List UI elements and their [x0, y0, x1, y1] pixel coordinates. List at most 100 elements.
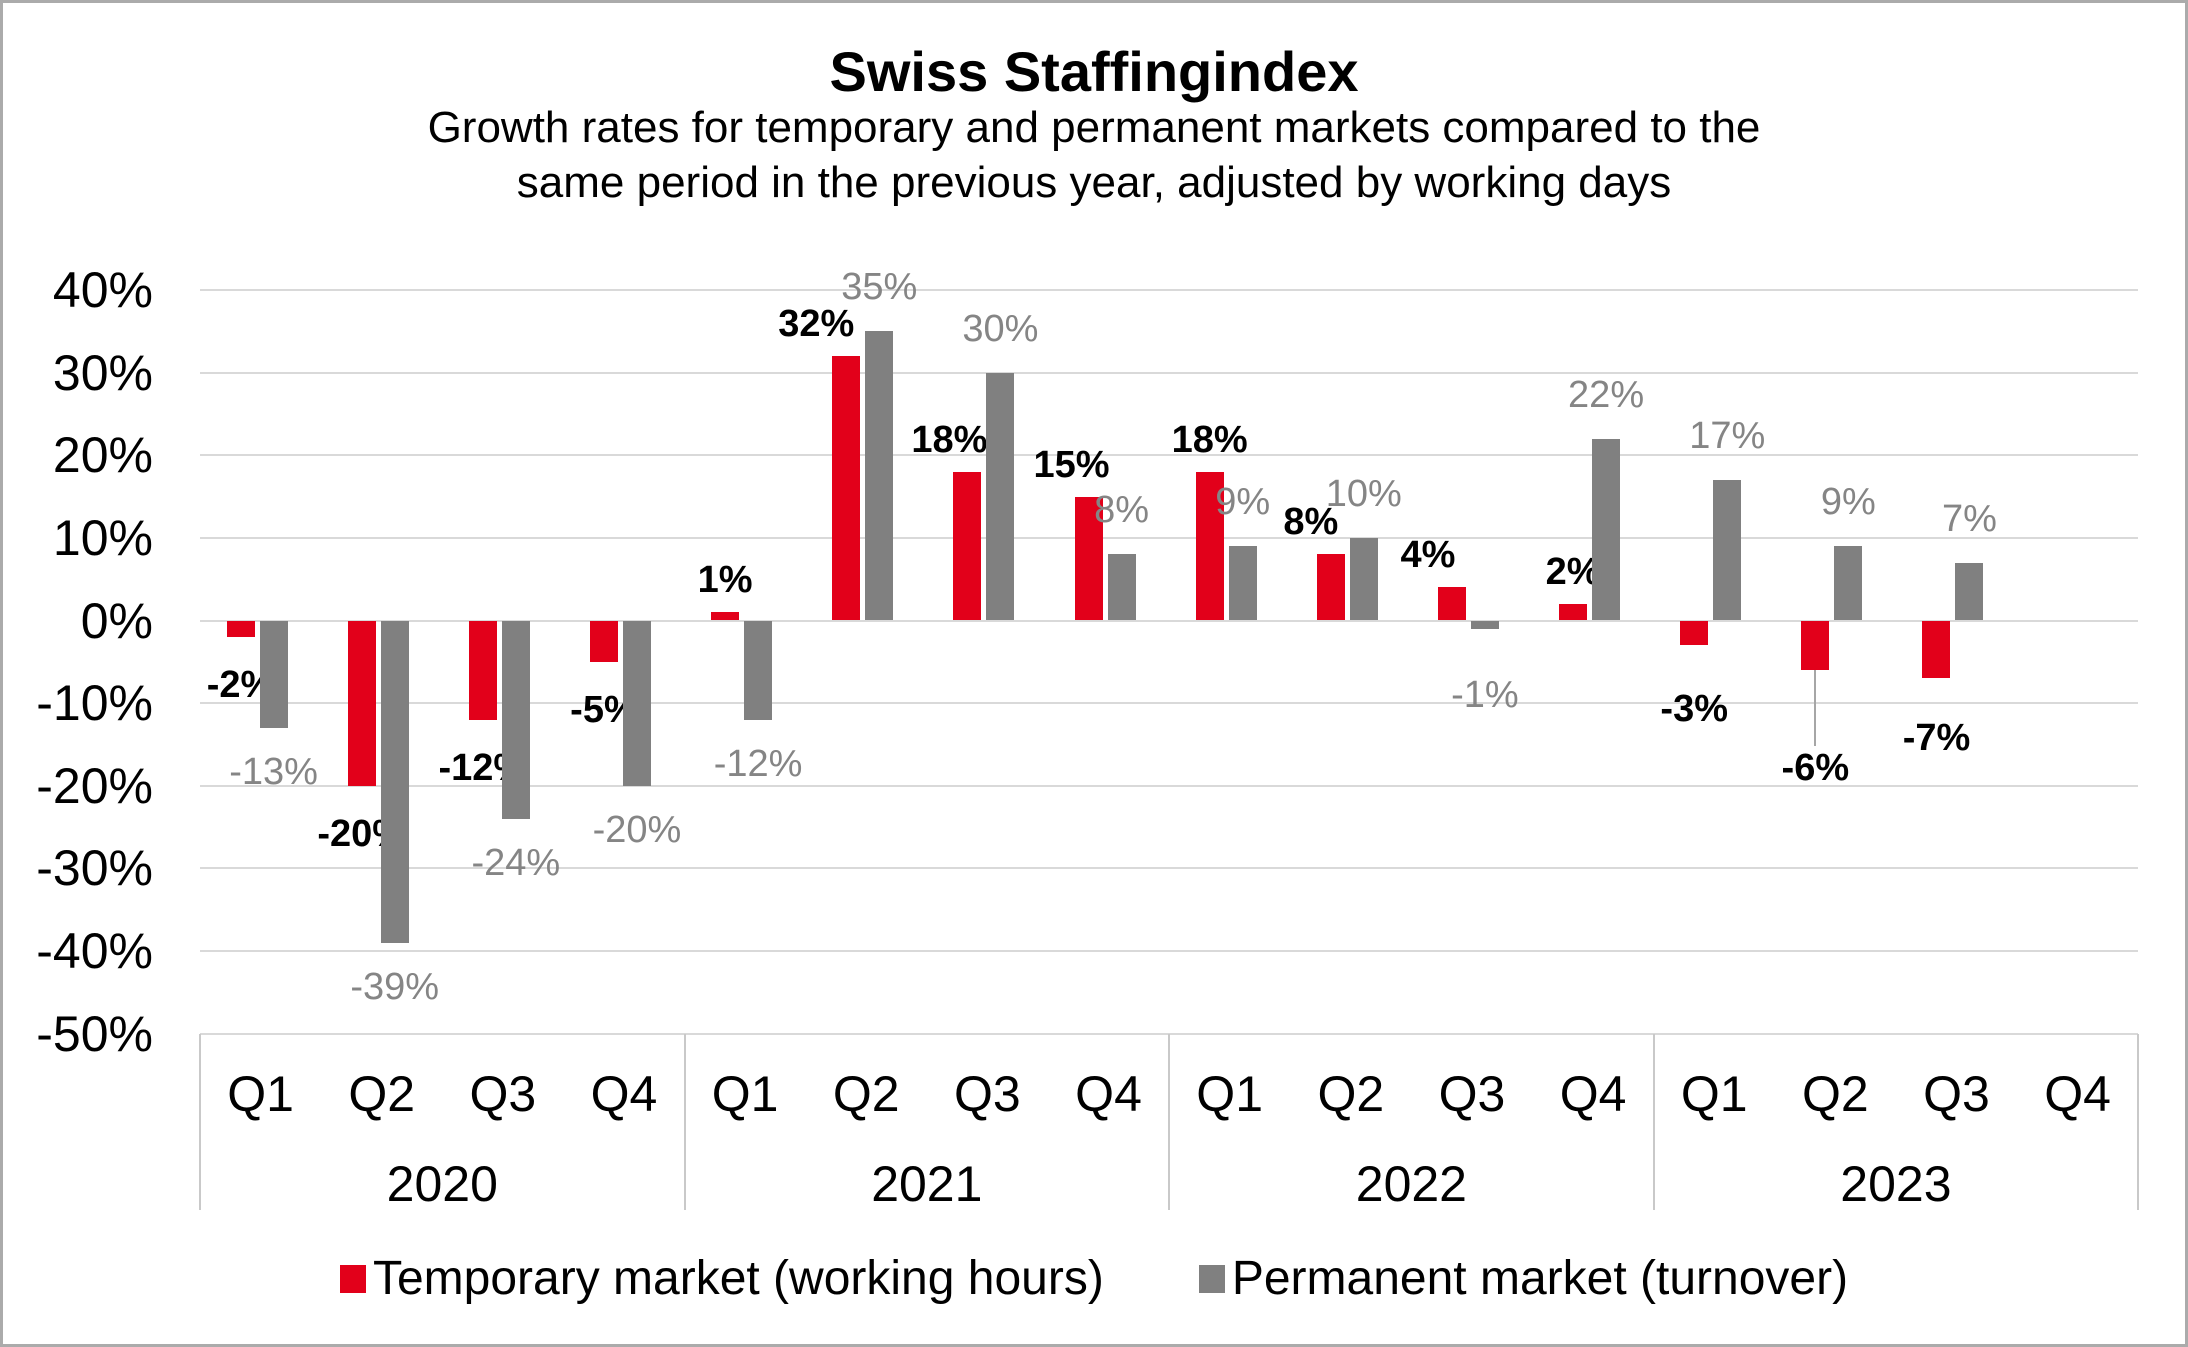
x-axis-quarter-label: Q3: [954, 1066, 1021, 1122]
data-label-temporary: 4%: [1400, 534, 1456, 577]
gridline--10%: [200, 702, 2139, 705]
bar-permanent-market: [1107, 554, 1136, 621]
y-axis-tick-label: 30%: [52, 344, 153, 401]
bar-permanent-market: [1470, 620, 1499, 629]
year-separator: [683, 1033, 686, 1210]
bar-permanent-market: [1592, 438, 1621, 621]
year-separator: [2137, 1033, 2140, 1210]
data-label-permanent: 7%: [1942, 497, 1997, 540]
x-axis-year-label: 2021: [871, 1156, 983, 1212]
legend-label-temporary-market: Temporary market (working hours): [372, 1252, 1104, 1305]
y-axis-tick-label: 40%: [52, 262, 153, 319]
data-label-leader-line: [1814, 670, 1817, 747]
bar-temporary-market: [1922, 620, 1951, 679]
bar-temporary-market: [1195, 471, 1224, 621]
data-label-temporary: -7%: [1902, 717, 1971, 760]
data-label-permanent: 30%: [962, 307, 1039, 350]
plot-area: 40% 30% 20% 10% 0% -10% -20% -30% -40% -50% -2% -20…: [3, 3, 2185, 1344]
x-axis-year-label: 2023: [1840, 1156, 1952, 1212]
bar-permanent-market: [501, 620, 530, 819]
legend-swatch-permanent-icon: [1198, 1265, 1225, 1293]
data-label-permanent: 9%: [1215, 481, 1271, 524]
data-label-temporary: -6%: [1781, 747, 1850, 790]
bar-permanent-market: [986, 372, 1015, 621]
gridline-40%: [200, 289, 2139, 292]
data-label-permanent: 35%: [841, 266, 918, 309]
bar-permanent-market: [1349, 537, 1378, 621]
data-label-permanent: -12%: [713, 742, 803, 785]
bar-permanent-market: [259, 620, 288, 728]
data-label-temporary: 18%: [1171, 418, 1248, 461]
legend-item-permanent-market: Permanent market (turnover): [1198, 1252, 1849, 1305]
data-label-temporary: -3%: [1660, 688, 1729, 731]
legend-swatch-temporary-icon: [339, 1265, 366, 1293]
data-label-temporary: 1%: [697, 559, 753, 602]
y-axis-tick-label: -40%: [36, 922, 153, 979]
gridline-30%: [200, 371, 2139, 374]
gridline-0%: [200, 619, 2139, 622]
legend-item-temporary-market: Temporary market (working hours): [339, 1252, 1104, 1305]
bar-permanent-market: [865, 331, 894, 621]
bar-temporary-market: [711, 612, 740, 621]
x-axis-quarter-label: Q2: [1801, 1066, 1869, 1122]
data-label-temporary: 18%: [911, 418, 988, 461]
x-axis-quarter-label: Q3: [1438, 1066, 1506, 1122]
chart-title: Swiss Staffingindex: [829, 40, 1359, 103]
y-axis-tick-label: 10%: [52, 509, 153, 566]
data-label-temporary: 32%: [778, 303, 855, 346]
x-axis-year-label: 2020: [386, 1156, 498, 1212]
x-axis-quarter-label: Q3: [469, 1066, 537, 1122]
data-label-permanent: -20%: [592, 808, 682, 851]
gridline--20%: [200, 784, 2139, 787]
bar-temporary-market: [832, 356, 861, 621]
x-axis-quarter-label: Q4: [590, 1066, 658, 1122]
data-label-temporary: 15%: [1033, 443, 1110, 486]
data-label-permanent: 17%: [1689, 415, 1766, 458]
bar-temporary-market: [1316, 554, 1345, 621]
bar-temporary-market: [226, 620, 255, 638]
x-axis-quarter-label: Q2: [348, 1066, 416, 1122]
data-label-permanent: -24%: [471, 841, 561, 884]
bar-permanent-market: [1834, 546, 1863, 621]
bar-temporary-market: [1801, 620, 1830, 671]
y-axis-tick-label: -20%: [36, 757, 153, 814]
legend: Temporary market (working hours) Permane…: [3, 1253, 2185, 1305]
data-label-permanent: 8%: [1094, 489, 1149, 532]
data-label-permanent: 9%: [1820, 481, 1876, 524]
chart-subtitle-line-1: Growth rates for temporary and permanent…: [427, 103, 1761, 152]
x-axis-quarter-label: Q1: [227, 1066, 294, 1122]
x-axis-quarter-label: Q1: [1196, 1066, 1264, 1122]
x-axis-quarter-label: Q4: [2044, 1066, 2111, 1122]
year-separator: [199, 1033, 201, 1210]
data-label-permanent: 22%: [1568, 373, 1645, 416]
gridline--30%: [200, 867, 2139, 870]
chart-subtitle: Growth rates for temporary and permanent…: [3, 100, 2185, 210]
bar-permanent-market: [622, 620, 651, 786]
bar-permanent-market: [744, 620, 773, 720]
data-label-temporary: 2%: [1545, 550, 1601, 593]
x-axis-quarter-label: Q2: [1317, 1066, 1385, 1122]
y-axis-tick-label: -30%: [36, 840, 153, 897]
x-axis-quarter-label: Q2: [832, 1066, 900, 1122]
bar-permanent-market: [1228, 546, 1257, 621]
x-axis-year-label: 2022: [1355, 1156, 1467, 1212]
x-axis-quarter-label: Q1: [711, 1066, 779, 1122]
bar-temporary-market: [347, 620, 376, 786]
y-axis-tick-label: -10%: [36, 675, 153, 732]
chart-subtitle-line-2: same period in the previous year, adjust…: [516, 158, 1672, 207]
data-label-temporary: 8%: [1283, 501, 1339, 544]
bar-temporary-market: [1559, 603, 1588, 621]
bar-permanent-market: [1713, 480, 1742, 621]
bar-temporary-market: [953, 471, 982, 621]
year-separator: [1168, 1033, 1171, 1210]
gridline--40%: [200, 949, 2139, 952]
bar-temporary-market: [1074, 496, 1103, 621]
bar-temporary-market: [1437, 587, 1466, 621]
gridline-10%: [200, 536, 2139, 539]
data-label-permanent: -39%: [350, 965, 440, 1008]
data-label-permanent: -1%: [1451, 673, 1519, 716]
year-separator: [1652, 1033, 1655, 1210]
legend-label-permanent-market: Permanent market (turnover): [1231, 1252, 1849, 1305]
bar-temporary-market: [1680, 620, 1709, 646]
